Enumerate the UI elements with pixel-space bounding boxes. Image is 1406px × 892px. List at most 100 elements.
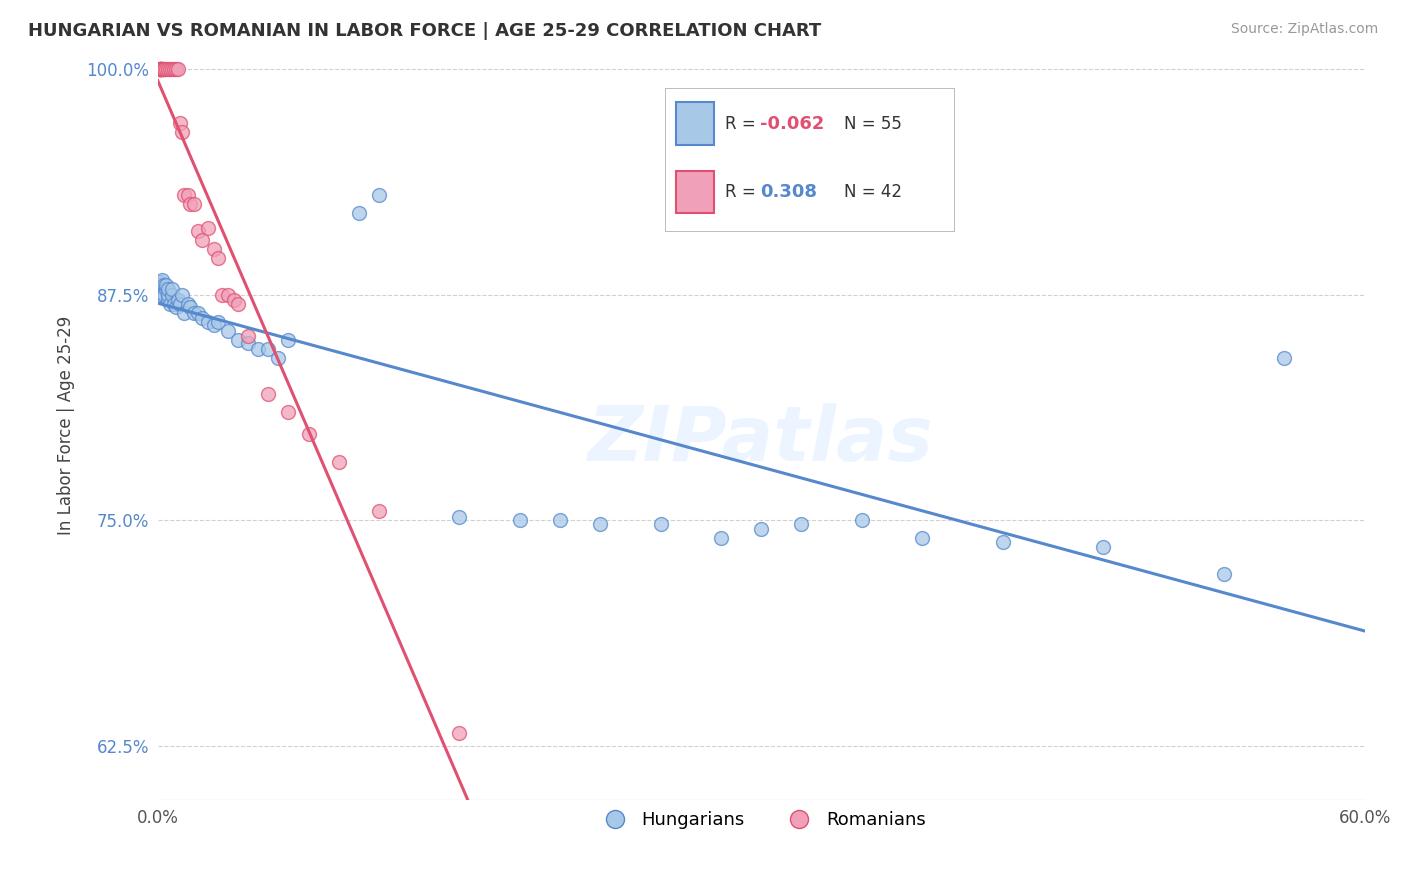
Point bbox=[155, 282, 177, 296]
Point bbox=[368, 504, 391, 518]
Point bbox=[347, 206, 370, 220]
Point bbox=[790, 516, 813, 531]
Point bbox=[179, 300, 201, 314]
Point bbox=[179, 197, 201, 211]
Point bbox=[267, 351, 290, 365]
Point bbox=[1092, 541, 1115, 555]
Point bbox=[749, 522, 772, 536]
Point bbox=[150, 62, 173, 76]
Point bbox=[159, 296, 181, 310]
Point bbox=[1272, 351, 1295, 365]
Point bbox=[152, 62, 174, 76]
Point bbox=[152, 282, 174, 296]
Y-axis label: In Labor Force | Age 25-29: In Labor Force | Age 25-29 bbox=[58, 316, 75, 535]
Point bbox=[277, 333, 299, 347]
Point bbox=[851, 513, 873, 527]
Point bbox=[191, 310, 214, 325]
Point bbox=[169, 296, 191, 310]
Point bbox=[183, 197, 205, 211]
Point bbox=[149, 62, 172, 76]
Point bbox=[159, 62, 181, 76]
Point bbox=[177, 188, 200, 202]
Text: HUNGARIAN VS ROMANIAN IN LABOR FORCE | AGE 25-29 CORRELATION CHART: HUNGARIAN VS ROMANIAN IN LABOR FORCE | A… bbox=[28, 22, 821, 40]
Point bbox=[449, 726, 471, 740]
Point bbox=[509, 513, 531, 527]
Point bbox=[149, 62, 172, 76]
Point bbox=[150, 62, 173, 76]
Point bbox=[166, 62, 188, 76]
Point bbox=[177, 296, 200, 310]
Point bbox=[207, 315, 229, 329]
Point bbox=[155, 278, 177, 293]
Point bbox=[160, 287, 183, 301]
Point bbox=[548, 513, 571, 527]
Point bbox=[166, 293, 188, 307]
Point bbox=[217, 324, 239, 338]
Point bbox=[187, 305, 209, 319]
Point bbox=[911, 532, 934, 546]
Point bbox=[328, 455, 350, 469]
Point bbox=[149, 62, 172, 76]
Point bbox=[207, 252, 229, 266]
Point bbox=[173, 188, 195, 202]
Point bbox=[173, 305, 195, 319]
Point bbox=[155, 62, 177, 76]
Text: Source: ZipAtlas.com: Source: ZipAtlas.com bbox=[1230, 22, 1378, 37]
Point bbox=[238, 336, 260, 351]
Point bbox=[163, 296, 186, 310]
Point bbox=[202, 243, 225, 257]
Point bbox=[149, 275, 172, 289]
Point bbox=[191, 233, 214, 247]
Point bbox=[156, 287, 179, 301]
Point bbox=[257, 342, 280, 356]
Point bbox=[150, 62, 173, 76]
Point bbox=[152, 62, 174, 76]
Point bbox=[589, 516, 612, 531]
Point bbox=[150, 285, 173, 300]
Point bbox=[247, 342, 270, 356]
Point bbox=[165, 300, 187, 314]
Point bbox=[187, 224, 209, 238]
Point bbox=[165, 62, 187, 76]
Point bbox=[297, 426, 319, 441]
Point bbox=[149, 287, 172, 301]
Point bbox=[197, 315, 219, 329]
Point bbox=[991, 535, 1014, 549]
Point bbox=[163, 62, 186, 76]
Point bbox=[710, 532, 733, 546]
Point bbox=[150, 62, 173, 76]
Point bbox=[238, 329, 260, 343]
Point bbox=[149, 62, 172, 76]
Point bbox=[277, 405, 299, 419]
Point bbox=[197, 220, 219, 235]
Point bbox=[149, 282, 172, 296]
Point bbox=[170, 125, 193, 139]
Point bbox=[183, 305, 205, 319]
Text: ZIPatlas: ZIPatlas bbox=[588, 403, 934, 477]
Point bbox=[202, 318, 225, 333]
Point bbox=[226, 333, 249, 347]
Point bbox=[160, 282, 183, 296]
Point bbox=[169, 116, 191, 130]
Legend: Hungarians, Romanians: Hungarians, Romanians bbox=[589, 804, 934, 836]
Point bbox=[222, 293, 245, 307]
Point bbox=[449, 509, 471, 524]
Point bbox=[152, 278, 174, 293]
Point bbox=[156, 282, 179, 296]
Point bbox=[257, 387, 280, 401]
Point bbox=[217, 287, 239, 301]
Point bbox=[149, 62, 172, 76]
Point bbox=[650, 516, 672, 531]
Point bbox=[211, 287, 233, 301]
Point bbox=[226, 296, 249, 310]
Point bbox=[149, 62, 172, 76]
Point bbox=[170, 287, 193, 301]
Point bbox=[149, 278, 172, 293]
Point bbox=[368, 188, 391, 202]
Point bbox=[152, 287, 174, 301]
Point bbox=[160, 62, 183, 76]
Point bbox=[156, 62, 179, 76]
Point bbox=[149, 62, 172, 76]
Point bbox=[1213, 567, 1236, 582]
Point bbox=[156, 293, 179, 307]
